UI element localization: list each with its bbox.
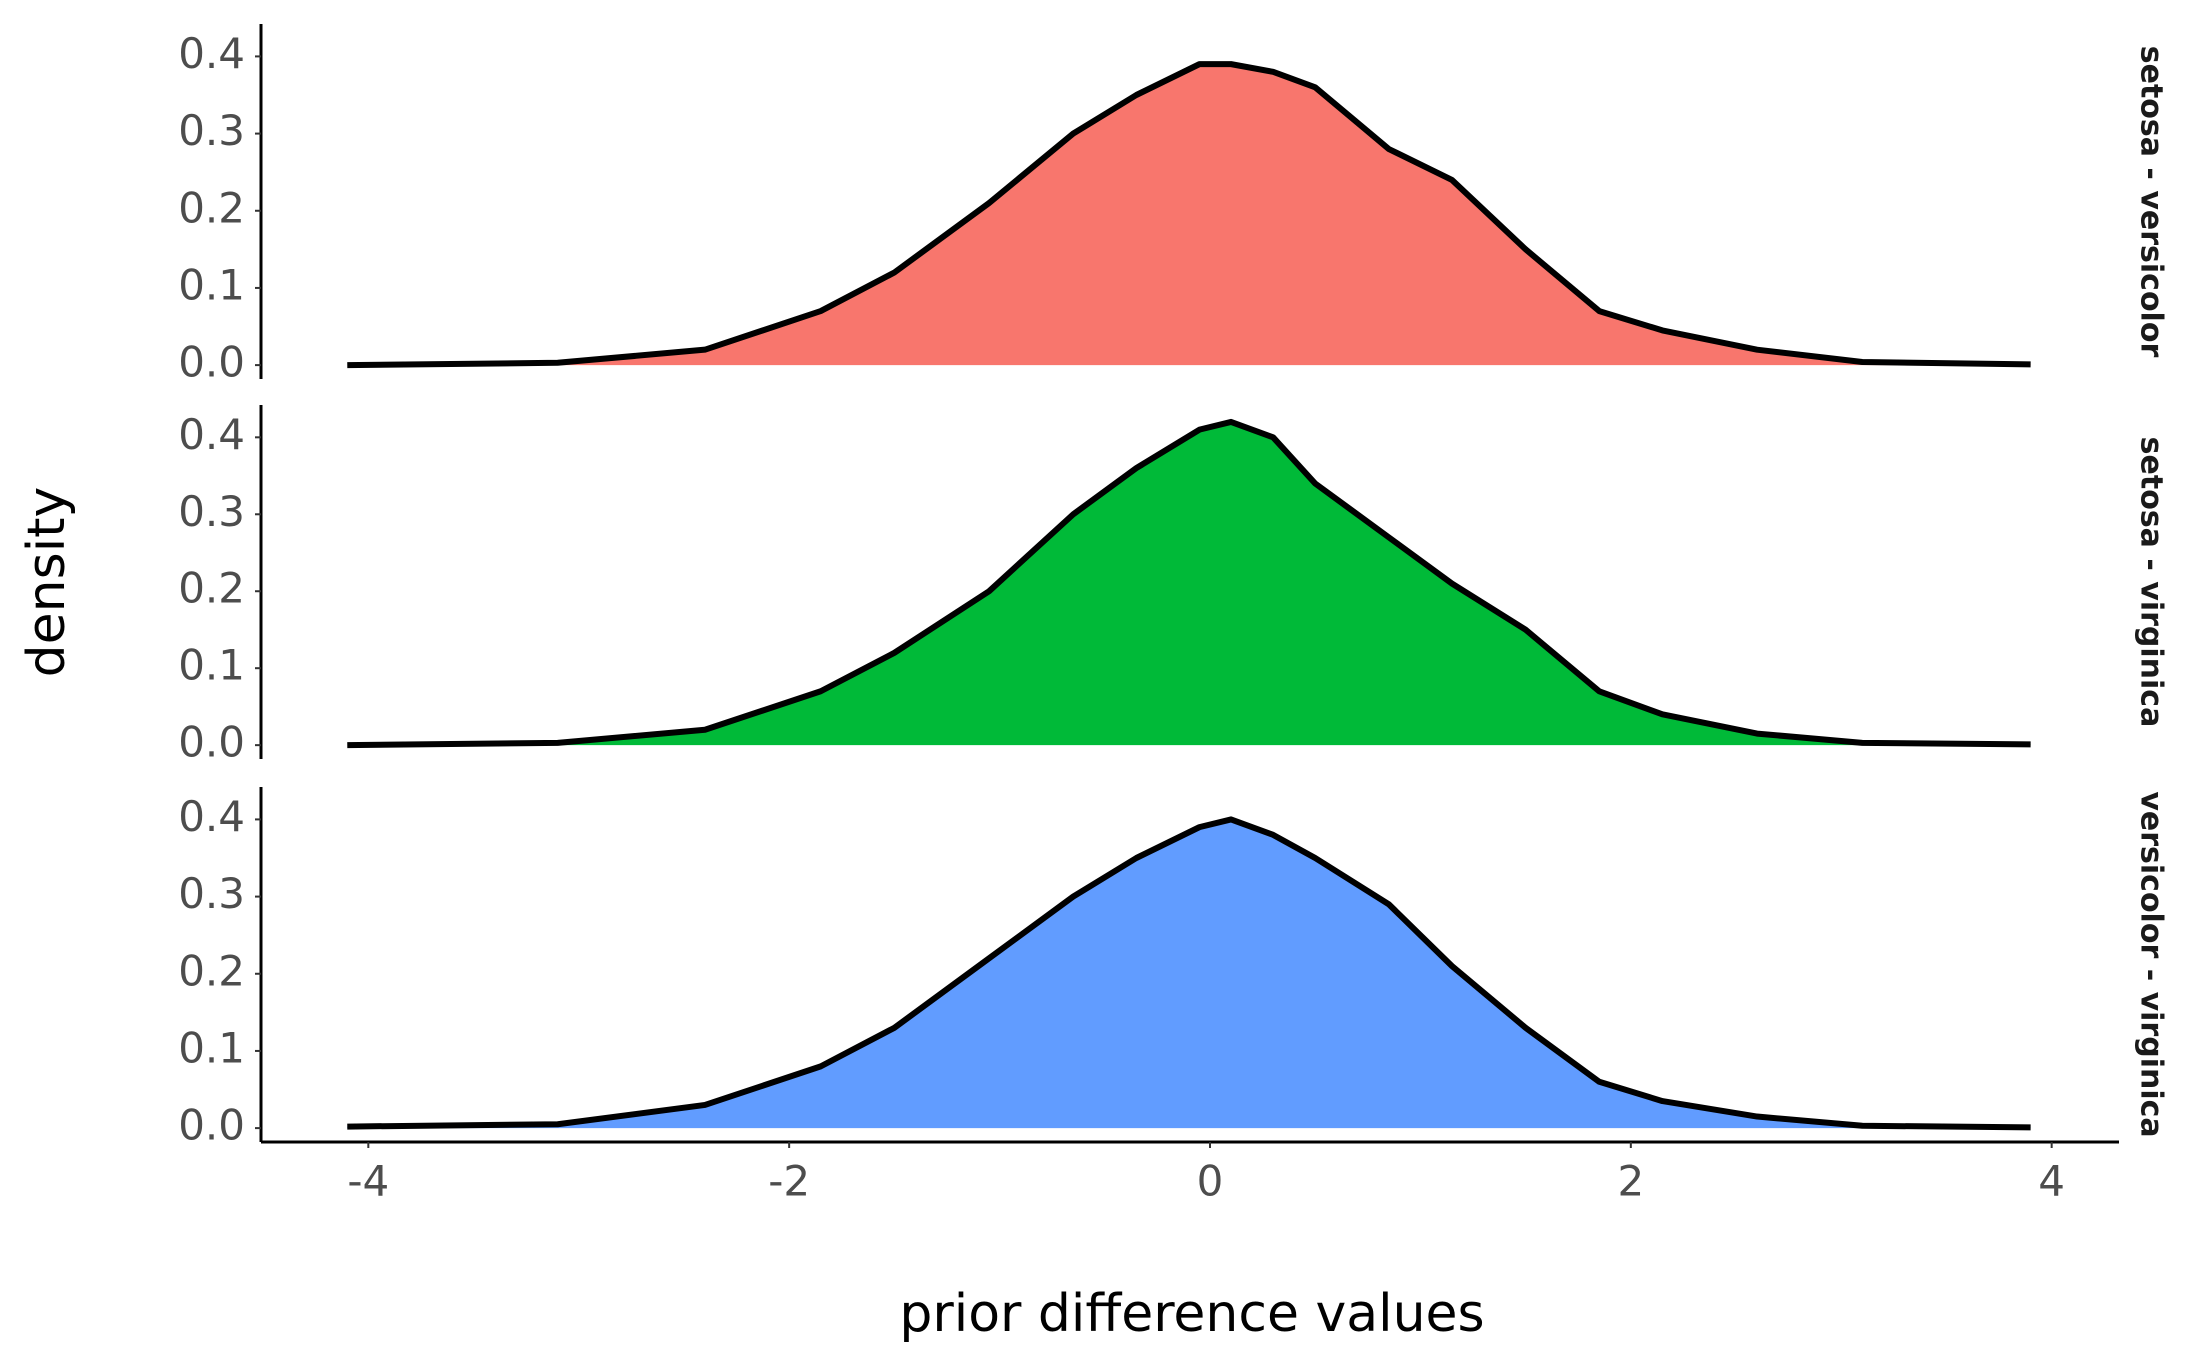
x-tick-label: 4	[2038, 1157, 2065, 1206]
density-area	[347, 819, 2031, 1129]
facet-label: setosa - versicolor	[2134, 46, 2169, 358]
facet-label: setosa - virginica	[2134, 437, 2169, 728]
y-tick-label: 0.0	[178, 718, 245, 767]
y-tick-label: 0.2	[178, 946, 245, 995]
y-tick-label: 0.3	[178, 106, 245, 155]
y-tick-label: 0.4	[178, 410, 245, 459]
x-tick-label: 2	[1617, 1157, 1644, 1206]
x-tick-label: -2	[768, 1157, 810, 1206]
y-tick-label: 0.0	[178, 338, 245, 387]
y-tick-label: 0.3	[178, 487, 245, 536]
y-axis-title: density	[17, 487, 77, 678]
x-tick-label: -4	[347, 1157, 389, 1206]
facet-label: versicolor - virginica	[2134, 791, 2169, 1137]
density-line	[347, 816, 2031, 1131]
y-tick-label: 0.3	[178, 869, 245, 918]
density-area	[347, 421, 2031, 746]
x-tick-label: 0	[1197, 1157, 1224, 1206]
y-tick-label: 0.4	[178, 29, 245, 78]
y-tick-label: 0.2	[178, 564, 245, 613]
y-tick-label: 0.0	[178, 1101, 245, 1150]
y-tick-label: 0.4	[178, 792, 245, 841]
x-axis-title: prior difference values	[899, 1284, 1484, 1344]
density-area	[347, 64, 2031, 366]
y-tick-label: 0.2	[178, 183, 245, 232]
density-line	[347, 61, 2031, 369]
y-tick-label: 0.1	[178, 260, 245, 309]
density-line	[347, 418, 2031, 749]
y-tick-label: 0.1	[178, 641, 245, 690]
y-tick-label: 0.1	[178, 1023, 245, 1072]
